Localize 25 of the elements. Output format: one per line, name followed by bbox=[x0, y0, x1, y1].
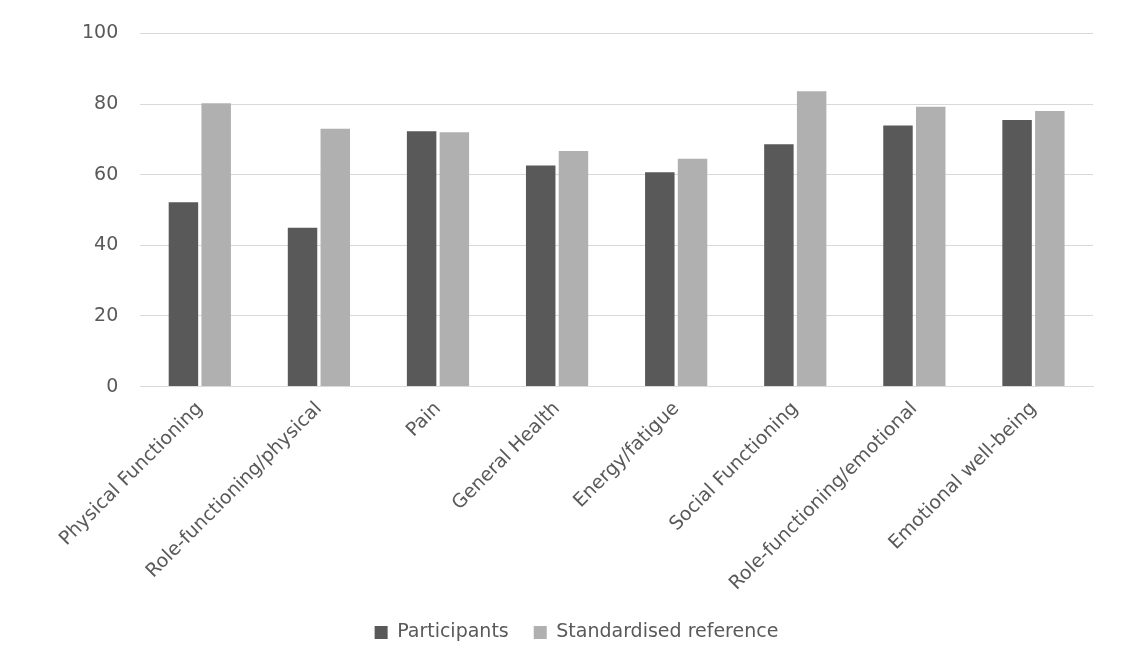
bar bbox=[677, 158, 708, 387]
bar bbox=[558, 151, 589, 387]
bar bbox=[883, 125, 913, 387]
legend-label: Participants bbox=[397, 619, 509, 642]
bar bbox=[525, 165, 556, 387]
y-tick-label: 60 bbox=[94, 161, 119, 184]
y-tick-label: 0 bbox=[106, 373, 119, 396]
bar bbox=[796, 91, 827, 387]
y-tick-label: 40 bbox=[94, 232, 119, 255]
bar bbox=[287, 227, 318, 387]
legend-label: Standardised reference bbox=[556, 619, 779, 642]
bar bbox=[201, 103, 231, 387]
bar bbox=[320, 128, 351, 387]
y-tick-label: 20 bbox=[94, 302, 119, 325]
bar bbox=[1035, 111, 1065, 387]
bar bbox=[916, 106, 946, 387]
bar bbox=[406, 131, 437, 387]
bar bbox=[645, 172, 675, 387]
bar bbox=[439, 132, 470, 387]
bar bbox=[168, 202, 199, 387]
x-tick-label: Pain bbox=[400, 396, 445, 440]
y-tick-label: 80 bbox=[94, 90, 119, 113]
bar bbox=[1002, 119, 1032, 387]
y-tick-label: 100 bbox=[82, 20, 119, 43]
bar bbox=[764, 144, 794, 387]
